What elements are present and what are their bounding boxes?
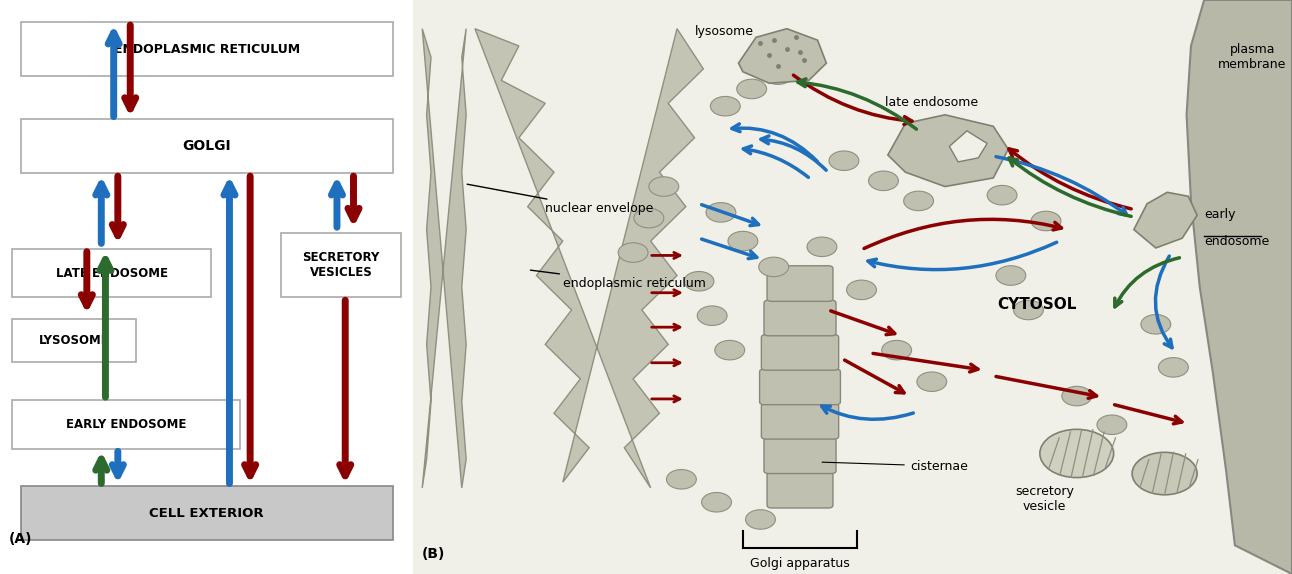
Circle shape: [727, 231, 758, 251]
Polygon shape: [888, 115, 1008, 187]
Circle shape: [903, 191, 934, 211]
Text: early: early: [1204, 208, 1235, 221]
Text: nuclear envelope: nuclear envelope: [468, 184, 654, 215]
Text: ENDOPLASMIC RETICULUM: ENDOPLASMIC RETICULUM: [114, 42, 300, 56]
Polygon shape: [950, 131, 987, 162]
Text: GOLGI: GOLGI: [182, 139, 231, 153]
Text: (B): (B): [422, 548, 446, 561]
FancyBboxPatch shape: [21, 22, 393, 76]
Polygon shape: [1186, 0, 1292, 574]
FancyBboxPatch shape: [13, 249, 211, 297]
FancyBboxPatch shape: [764, 438, 836, 474]
Circle shape: [667, 470, 696, 489]
Text: plasma
membrane: plasma membrane: [1218, 44, 1287, 71]
Circle shape: [764, 65, 793, 84]
Text: secretory
vesicle: secretory vesicle: [1014, 485, 1074, 513]
Circle shape: [881, 340, 912, 360]
Circle shape: [996, 266, 1026, 285]
Circle shape: [846, 280, 876, 300]
FancyBboxPatch shape: [761, 404, 839, 439]
Circle shape: [829, 151, 859, 170]
Circle shape: [736, 79, 766, 99]
Circle shape: [868, 171, 898, 191]
Polygon shape: [422, 29, 466, 488]
Polygon shape: [1134, 192, 1198, 248]
Text: cisternae: cisternae: [822, 460, 968, 472]
Text: CYTOSOL: CYTOSOL: [997, 297, 1078, 312]
Circle shape: [698, 306, 727, 325]
Circle shape: [758, 257, 788, 277]
Text: Golgi apparatus: Golgi apparatus: [751, 557, 850, 570]
Circle shape: [1031, 211, 1061, 231]
FancyBboxPatch shape: [13, 319, 137, 362]
Text: SECRETORY
VESICLES: SECRETORY VESICLES: [302, 251, 380, 279]
Polygon shape: [475, 29, 703, 488]
Text: endoplasmic reticulum: endoplasmic reticulum: [531, 270, 705, 290]
Circle shape: [745, 510, 775, 529]
Text: (A): (A): [8, 532, 32, 546]
FancyBboxPatch shape: [21, 119, 393, 173]
Circle shape: [1097, 415, 1127, 435]
Text: late endosome: late endosome: [885, 96, 978, 109]
FancyBboxPatch shape: [282, 232, 401, 297]
Circle shape: [1040, 429, 1114, 478]
Text: LYSOSOME: LYSOSOME: [39, 334, 110, 347]
Circle shape: [702, 492, 731, 512]
Circle shape: [683, 272, 714, 291]
FancyBboxPatch shape: [13, 400, 240, 448]
Circle shape: [917, 372, 947, 391]
Circle shape: [1132, 452, 1198, 495]
FancyBboxPatch shape: [21, 486, 393, 540]
Circle shape: [947, 157, 978, 176]
FancyBboxPatch shape: [767, 472, 833, 508]
FancyBboxPatch shape: [767, 266, 833, 301]
Circle shape: [1159, 358, 1189, 377]
Text: lysosome: lysosome: [695, 25, 753, 38]
Polygon shape: [739, 29, 827, 83]
Circle shape: [649, 177, 678, 196]
Circle shape: [634, 208, 664, 228]
Circle shape: [1013, 300, 1044, 320]
Circle shape: [1062, 386, 1092, 406]
Text: endosome: endosome: [1204, 235, 1270, 249]
Text: LATE ENDOSOME: LATE ENDOSOME: [56, 267, 168, 280]
Circle shape: [808, 237, 837, 257]
Text: EARLY ENDOSOME: EARLY ENDOSOME: [66, 418, 186, 430]
Circle shape: [705, 203, 736, 222]
Circle shape: [714, 340, 744, 360]
FancyBboxPatch shape: [761, 335, 839, 370]
Circle shape: [1141, 315, 1171, 334]
Circle shape: [618, 243, 649, 262]
Circle shape: [711, 96, 740, 116]
FancyBboxPatch shape: [760, 369, 840, 405]
Text: CELL EXTERIOR: CELL EXTERIOR: [150, 507, 264, 520]
Circle shape: [987, 185, 1017, 205]
FancyBboxPatch shape: [764, 300, 836, 336]
